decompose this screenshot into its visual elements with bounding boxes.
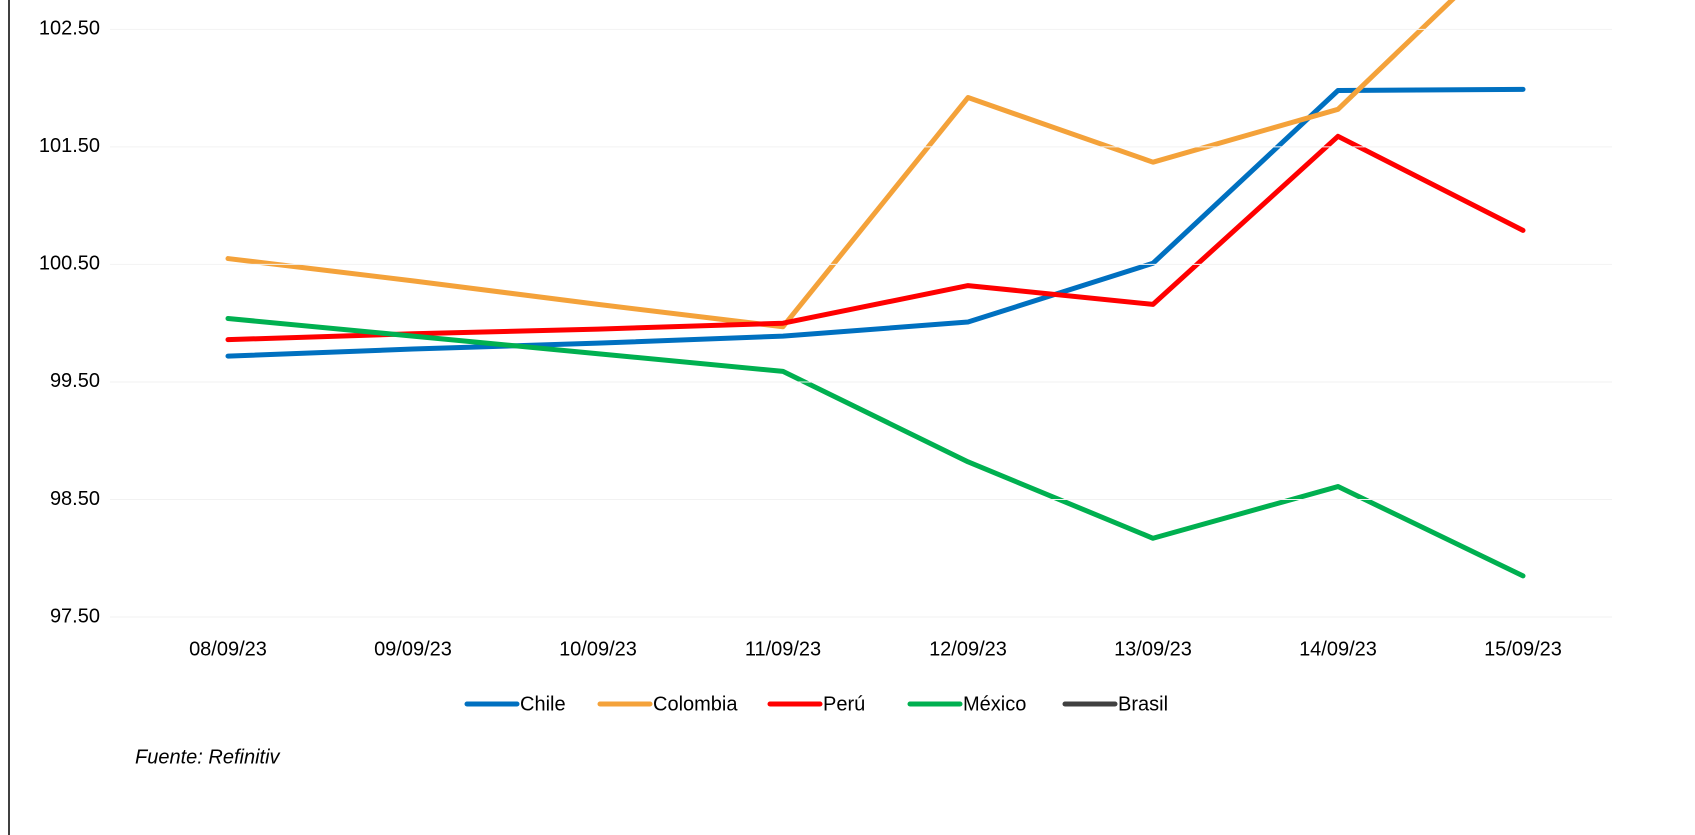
x-tick-label: 11/09/23 xyxy=(745,638,821,660)
y-tick-label: 99.50 xyxy=(50,370,100,392)
plot-area xyxy=(225,0,1526,579)
legend-label: Perú xyxy=(823,693,865,715)
legend-label: Colombia xyxy=(653,693,738,715)
y-tick-label: 98.50 xyxy=(50,488,100,510)
x-tick-label: 08/09/23 xyxy=(189,638,267,660)
y-tick-label: 97.50 xyxy=(50,605,100,627)
series-line xyxy=(225,133,1526,343)
series-line xyxy=(225,86,1526,359)
x-tick-label: 13/09/23 xyxy=(1114,638,1192,660)
legend-label: Chile xyxy=(520,693,566,715)
source-note: Fuente: Refinitiv xyxy=(135,746,281,768)
legend-label: México xyxy=(963,693,1026,715)
x-tick-label: 15/09/23 xyxy=(1484,638,1562,660)
x-tick-label: 09/09/23 xyxy=(374,638,452,660)
legend-label: Brasil xyxy=(1118,693,1168,715)
y-tick-label: 100.50 xyxy=(39,253,100,275)
series-line xyxy=(225,315,1526,579)
x-tick-label: 10/09/23 xyxy=(559,638,637,660)
x-tick-label: 14/09/23 xyxy=(1299,638,1377,660)
y-tick-label: 101.50 xyxy=(39,135,100,157)
series-line xyxy=(225,0,1456,330)
x-tick-label: 12/09/23 xyxy=(929,638,1007,660)
y-tick-label: 102.50 xyxy=(39,18,100,40)
